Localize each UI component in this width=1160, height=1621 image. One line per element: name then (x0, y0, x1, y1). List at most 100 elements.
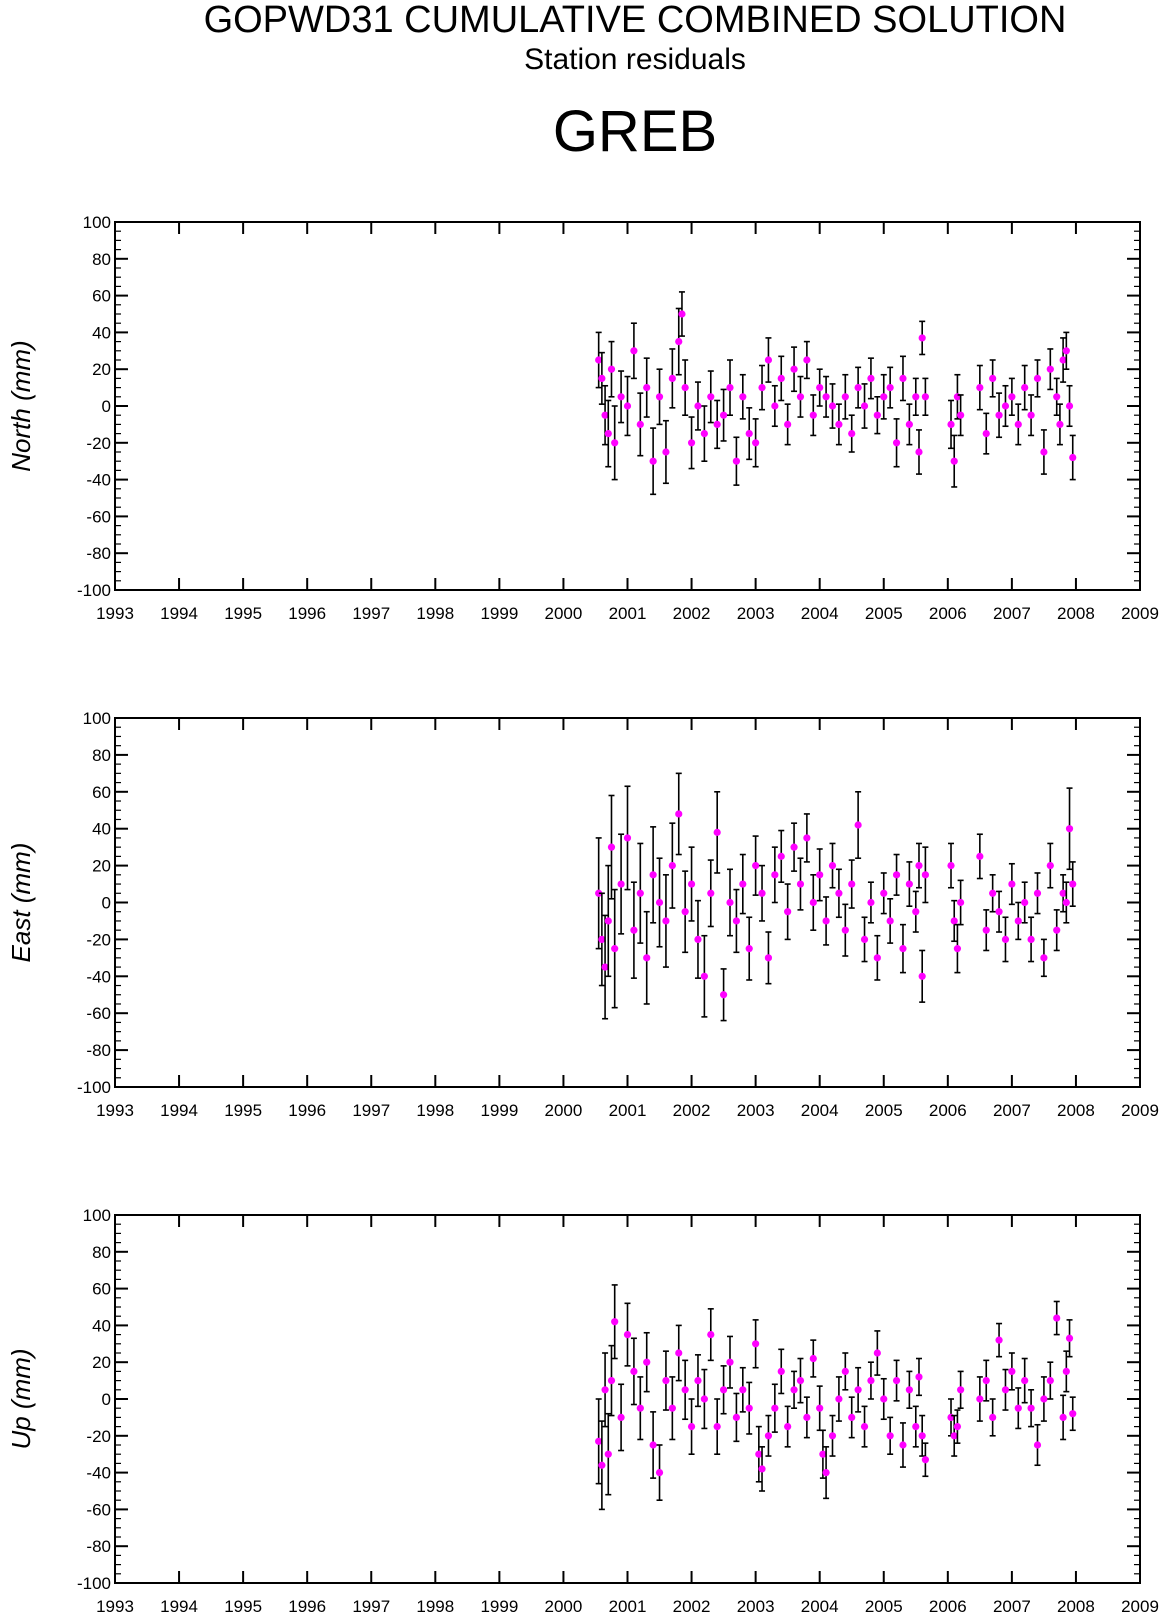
data-point (668, 348, 676, 409)
marker (668, 1404, 676, 1412)
data-point (764, 1414, 773, 1457)
marker (630, 1367, 638, 1375)
marker (739, 880, 747, 888)
marker (819, 1450, 827, 1458)
marker (649, 1441, 657, 1449)
data-point (598, 1420, 606, 1511)
marker (687, 1423, 696, 1431)
marker (662, 917, 670, 925)
marker (636, 889, 644, 897)
marker (912, 908, 920, 916)
marker (643, 1358, 651, 1366)
y-tick-label: -100 (77, 581, 111, 600)
marker (957, 1386, 965, 1394)
x-tick-label: 1993 (96, 1101, 134, 1120)
marker (607, 843, 616, 851)
y-tick-label: 40 (92, 323, 111, 342)
marker (953, 1423, 962, 1431)
marker (1008, 880, 1016, 888)
data-point (649, 826, 657, 924)
y-tick-label: -20 (86, 1427, 111, 1446)
marker (1001, 935, 1010, 944)
marker (707, 889, 715, 897)
data-point (892, 853, 901, 896)
marker (655, 393, 664, 401)
marker (1033, 374, 1042, 382)
marker (1053, 393, 1061, 401)
marker (764, 356, 773, 364)
marker (617, 393, 625, 401)
marker (655, 1469, 664, 1477)
x-tick-label: 2002 (673, 1101, 711, 1120)
data-point (707, 370, 715, 424)
data-point (732, 888, 741, 954)
data-point (732, 1392, 741, 1443)
marker (745, 945, 753, 953)
data-point (777, 829, 785, 884)
marker (809, 1354, 817, 1363)
data-point (915, 842, 923, 889)
data-point (982, 1359, 990, 1402)
data-point (732, 436, 741, 486)
data-point (1014, 901, 1022, 941)
marker (867, 1377, 875, 1385)
marker (630, 347, 638, 355)
data-point (1033, 872, 1042, 915)
marker (835, 889, 843, 897)
data-point (1059, 337, 1067, 383)
data-point (989, 874, 997, 913)
x-tick-label: 1998 (416, 1597, 454, 1616)
data-point (1053, 909, 1061, 952)
data-point (790, 346, 798, 393)
marker (822, 917, 830, 925)
marker (1027, 411, 1035, 419)
marker (771, 402, 779, 410)
panel-1: 1993 1994 1995 1996 1997 1998 1999 2000 2001 2002… (6, 213, 1159, 623)
data-point (694, 381, 702, 431)
data-point (899, 1422, 907, 1468)
data-point (1008, 1352, 1016, 1391)
marker (595, 356, 603, 364)
y-tick-label: 40 (92, 820, 111, 839)
data-point (1046, 842, 1054, 889)
marker (745, 430, 753, 438)
y-axis-label: Up (mm) (6, 1348, 36, 1449)
x-tick-label: 2005 (865, 1101, 903, 1120)
data-point (739, 373, 747, 420)
marker (1040, 954, 1048, 962)
data-point (1069, 1396, 1077, 1432)
marker (694, 1377, 702, 1385)
x-tick-label: 2000 (545, 604, 583, 623)
marker (595, 889, 603, 897)
data-point (835, 868, 843, 919)
y-tick-label: 20 (92, 360, 111, 379)
data-point (595, 1398, 603, 1485)
data-point (655, 1444, 664, 1501)
marker (675, 338, 683, 346)
data-point (822, 1446, 830, 1500)
marker (995, 908, 1003, 916)
marker (662, 448, 670, 456)
data-point (681, 359, 689, 417)
data-point (912, 377, 920, 417)
x-tick-label: 2007 (993, 604, 1031, 623)
marker (918, 972, 926, 980)
data-point (1059, 1394, 1067, 1441)
x-tick-label: 2000 (545, 1597, 583, 1616)
marker (1059, 1413, 1067, 1421)
y-tick-label: 0 (102, 1390, 111, 1409)
marker (726, 1358, 734, 1366)
data-point (611, 888, 619, 1009)
marker (867, 374, 875, 382)
x-tick-label: 1997 (352, 1597, 390, 1616)
marker (758, 384, 766, 392)
data-point (1008, 862, 1016, 906)
y-tick-label: -80 (86, 1041, 111, 1060)
marker (1001, 402, 1010, 410)
data-point (713, 399, 721, 450)
data-point (726, 359, 734, 417)
data-point (687, 416, 696, 470)
data-point (643, 910, 651, 1005)
marker (732, 1413, 741, 1421)
x-tick-label: 2000 (545, 1101, 583, 1120)
